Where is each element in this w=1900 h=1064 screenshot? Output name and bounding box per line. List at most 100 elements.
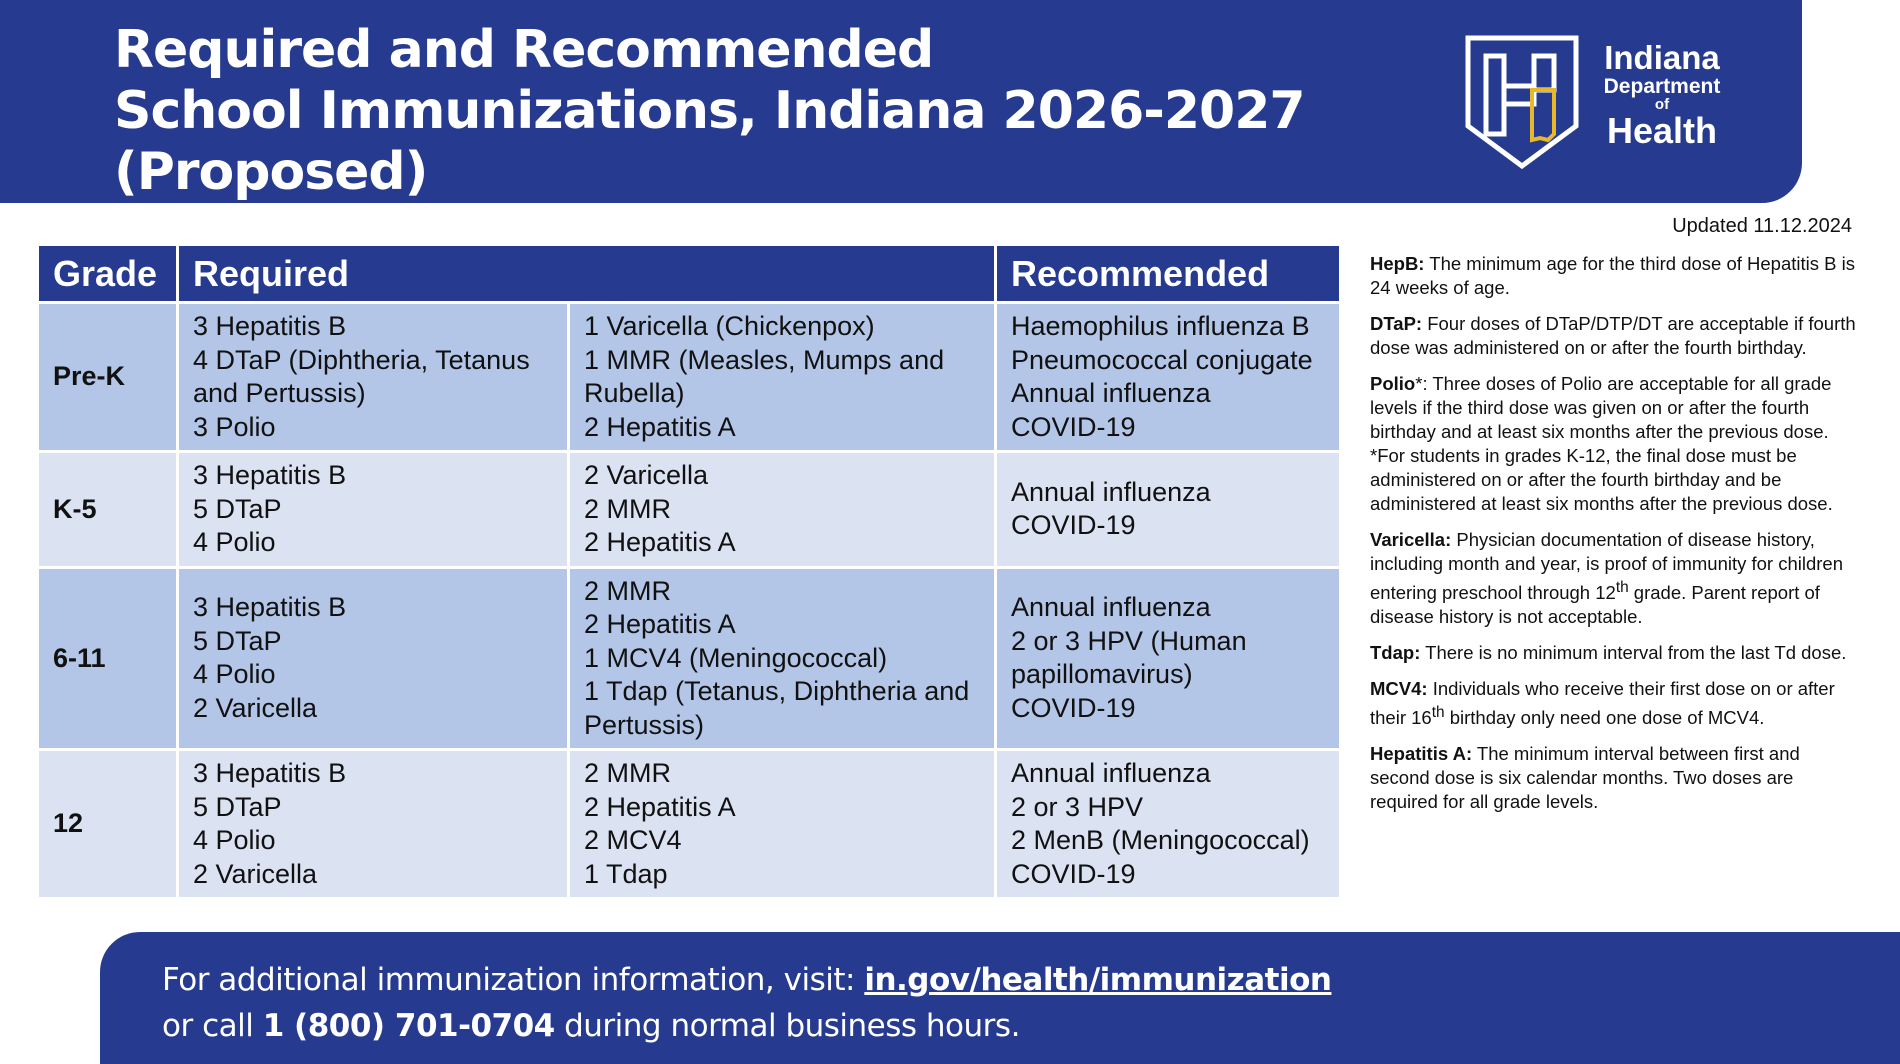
footnote: Tdap: There is no minimum interval from … xyxy=(1370,641,1862,665)
phone-number[interactable]: 1 (800) 701-0704 xyxy=(262,1008,556,1044)
vaccine-line: 2 Varicella xyxy=(193,858,318,889)
vaccine-line: papillomavirus) xyxy=(1011,659,1193,690)
idoh-logo: Indiana Department of Health xyxy=(1462,34,1732,170)
vaccine-line: 3 Hepatitis B xyxy=(193,460,347,490)
recommended-cell: Annual influenza 2 or 3 HPV 2 MenB (Mening… xyxy=(994,748,1342,900)
vaccine-line: 1 MCV4 (Meningococcal) xyxy=(584,642,888,673)
header-grade: Grade xyxy=(36,243,179,304)
immunization-link[interactable]: in.gov/health/immunization xyxy=(864,962,1332,998)
footnote: HepB: The minimum age for the third dose… xyxy=(1370,252,1862,300)
vaccine-line: 2 Hepatitis A xyxy=(584,609,736,639)
vaccine-line: 1 MMR (Measles, Mumps and xyxy=(584,344,945,375)
footer-hours-text: during normal business hours. xyxy=(554,1008,1020,1044)
table-header-row: Grade Required Recommended xyxy=(36,243,1342,304)
footer-visit-text: For additional immunization information,… xyxy=(162,962,865,998)
grade-cell: 12 xyxy=(36,748,179,900)
footnote-text: The minimum age for the third dose of He… xyxy=(1370,253,1855,298)
vaccine-line: 3 Polio xyxy=(193,411,276,442)
vaccine-line: 4 Polio xyxy=(193,825,276,855)
logo-line-indiana: Indiana xyxy=(1604,39,1720,76)
title-line-3: (Proposed) xyxy=(114,142,428,202)
vaccine-line: 1 Varicella (Chickenpox) xyxy=(584,311,875,341)
footnote-term: HepB: xyxy=(1370,253,1425,274)
footnote-text: There is no minimum interval from the la… xyxy=(1420,642,1847,664)
immunization-table: Grade Required Recommended Pre-K 3 Hepati… xyxy=(36,243,1342,900)
footer-call-text: or call xyxy=(162,1008,263,1044)
footnote-text: Individuals who receive their first dose… xyxy=(1370,678,1835,729)
shield-logo-icon xyxy=(1465,35,1579,170)
page-title: Required and Recommended School Immuniza… xyxy=(114,20,1306,203)
vaccine-line: COVID-19 xyxy=(1011,411,1136,442)
grade-cell: K-5 xyxy=(36,450,179,569)
vaccine-line: 3 Hepatitis B xyxy=(193,311,347,341)
footnote-term: Varicella: xyxy=(1370,529,1452,550)
footnote-superscript: th xyxy=(1431,704,1445,722)
vaccine-line: 2 Varicella xyxy=(193,692,318,723)
footnote: DTaP: Four doses of DTaP/DTP/DT are acce… xyxy=(1370,312,1862,360)
required-b-cell: 1 Varicella (Chickenpox) 1 MMR (Measles, … xyxy=(567,301,997,453)
footnote-text: Four doses of DTaP/DTP/DT are acceptable… xyxy=(1370,313,1856,358)
footer-line-1: For additional immunization information,… xyxy=(162,960,1332,1000)
vaccine-line: 2 Hepatitis A xyxy=(584,527,736,557)
vaccine-line: Annual influenza xyxy=(1011,758,1211,788)
recommended-cell: Haemophilus influenza B Pneumococcal conj… xyxy=(994,301,1342,453)
footnote-text: Physician documentation of disease histo… xyxy=(1370,529,1844,604)
logo-line-health: Health xyxy=(1606,110,1718,151)
header-recommended: Recommended xyxy=(994,243,1342,304)
vaccine-line: 2 Hepatitis A xyxy=(584,411,736,442)
vaccine-line: 1 Tdap xyxy=(584,858,668,889)
footnote-extra: *For students in grades K-12, the final … xyxy=(1370,445,1833,514)
vaccine-line: 3 Hepatitis B xyxy=(193,758,347,788)
footnotes-panel: HepB: The minimum age for the third dose… xyxy=(1370,252,1862,826)
footnote-term: Hepatitis A: xyxy=(1370,743,1473,765)
vaccine-line: 2 MMR xyxy=(584,758,671,788)
vaccine-line: COVID-19 xyxy=(1011,858,1136,889)
vaccine-line: 5 DTaP xyxy=(193,493,282,524)
vaccine-line: Rubella) xyxy=(584,378,685,408)
vaccine-line: 4 Polio xyxy=(193,659,276,690)
vaccine-line: Pertussis) xyxy=(584,709,705,740)
vaccine-line: 4 DTaP (Diphtheria, Tetanus xyxy=(193,344,530,375)
footnote-text: birthday only need one dose of MCV4. xyxy=(1444,707,1765,729)
vaccine-line: 2 Hepatitis A xyxy=(584,791,736,822)
vaccine-line: Haemophilus influenza B xyxy=(1011,311,1310,341)
footer-banner: For additional immunization information,… xyxy=(100,932,1900,1064)
footnote-term: Polio xyxy=(1370,373,1416,394)
vaccine-line: Annual influenza xyxy=(1011,378,1211,408)
logo-line-of: of xyxy=(1654,96,1670,113)
vaccine-line: 2 or 3 HPV xyxy=(1011,791,1144,822)
footer-line-2: or call 1 (800) 701-0704 during normal b… xyxy=(162,1006,1020,1046)
footnote-text: : Three doses of Polio are acceptable fo… xyxy=(1370,373,1832,442)
vaccine-line: 2 MenB (Meningococcal) xyxy=(1011,825,1310,855)
logo-line-department: Department xyxy=(1603,75,1721,98)
vaccine-line: 5 DTaP xyxy=(193,791,282,822)
vaccine-line: 4 Polio xyxy=(193,527,276,557)
grade-cell: 6-11 xyxy=(36,565,179,751)
footnote: Varicella: Physician documentation of di… xyxy=(1370,528,1862,629)
footnote-asterisk: * xyxy=(1415,373,1423,394)
vaccine-line: and Pertussis) xyxy=(193,378,366,408)
vaccine-line: 1 Tdap (Tetanus, Diphtheria and xyxy=(584,676,970,706)
title-line-1: Required and Recommended xyxy=(114,20,934,80)
recommended-cell: Annual influenza COVID-19 xyxy=(994,450,1342,569)
footnote-term: MCV4: xyxy=(1370,678,1428,700)
title-line-2: School Immunizations, Indiana 2026-2027 xyxy=(114,81,1306,141)
logo-wordmark: Indiana Department of Health xyxy=(1596,40,1728,151)
vaccine-line: COVID-19 xyxy=(1011,692,1136,723)
footnote-term: DTaP: xyxy=(1370,313,1423,334)
vaccine-line: 2 MMR xyxy=(584,575,671,606)
footnote: MCV4: Individuals who receive their firs… xyxy=(1370,677,1862,730)
vaccine-line: Pneumococcal conjugate xyxy=(1011,344,1313,375)
required-b-cell: 2 Varicella 2 MMR 2 Hepatitis A xyxy=(567,450,997,569)
footnote: Hepatitis A: The minimum interval betwee… xyxy=(1370,742,1862,814)
vaccine-line: 5 DTaP xyxy=(193,625,282,656)
